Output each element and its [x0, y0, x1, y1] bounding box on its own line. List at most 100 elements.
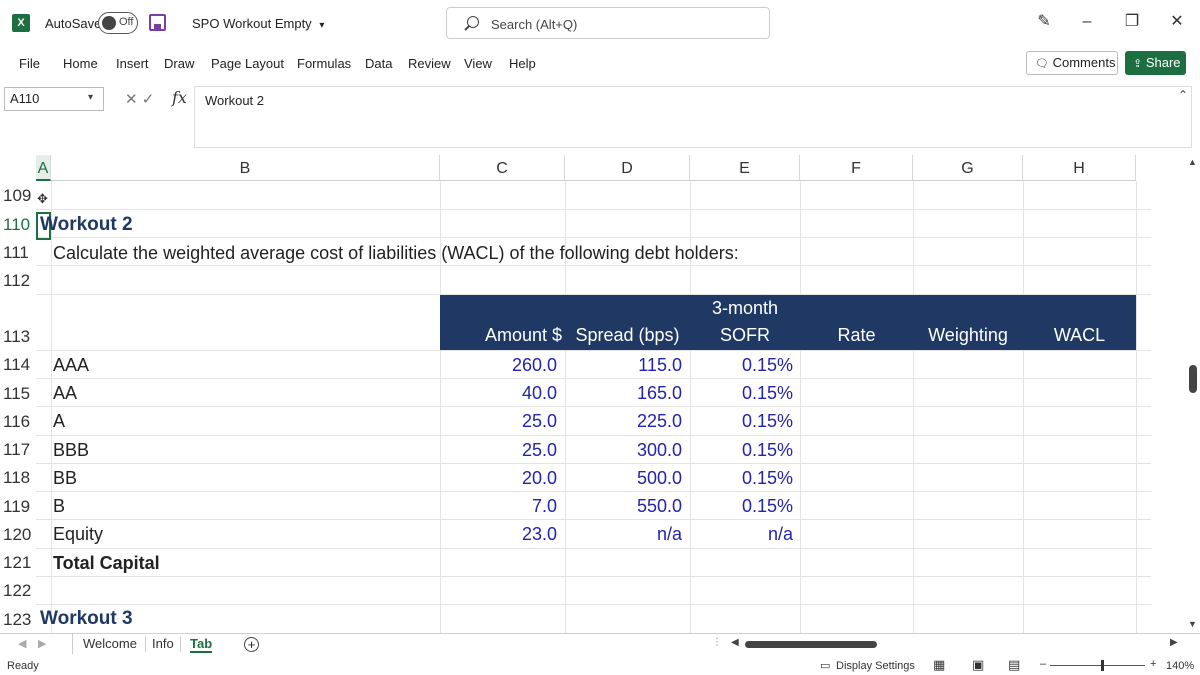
add-sheet-button[interactable]: + — [244, 637, 259, 652]
row-header-118[interactable]: 118 — [3, 468, 31, 487]
amount-cell[interactable]: 25.0 — [521, 440, 557, 460]
sheet-tab-info[interactable]: Info — [152, 636, 174, 651]
column-header-h[interactable]: H — [1023, 155, 1136, 181]
row-label-aaa[interactable]: AAA — [53, 355, 90, 375]
scroll-up-icon[interactable]: ▲ — [1188, 157, 1197, 167]
spread-cell[interactable]: 550.0 — [636, 496, 682, 516]
menu-data[interactable]: Data — [365, 56, 393, 71]
row-header-121[interactable]: 121 — [3, 553, 32, 572]
header-weighting[interactable]: Weighting — [928, 325, 1008, 345]
amount-cell[interactable]: 23.0 — [521, 524, 557, 544]
workout3-title[interactable]: Workout 3 — [40, 608, 133, 629]
amount-cell[interactable]: 260.0 — [511, 355, 557, 375]
workout2-title[interactable]: Workout 2 — [40, 214, 133, 235]
collapse-formula-bar-icon[interactable]: ⌃ — [1178, 88, 1189, 102]
row-header-119[interactable]: 119 — [3, 497, 31, 516]
hscroll-right-icon[interactable]: ▶ — [1170, 637, 1178, 648]
spread-cell[interactable]: 500.0 — [636, 468, 682, 488]
amount-cell[interactable]: 7.0 — [531, 496, 557, 516]
row-header-111[interactable]: 111 — [3, 243, 29, 262]
spread-cell[interactable]: 165.0 — [636, 383, 682, 403]
row-label-equity[interactable]: Equity — [53, 524, 104, 544]
spread-cell[interactable]: 300.0 — [636, 440, 682, 460]
column-header-b[interactable]: B — [51, 155, 440, 181]
share-button[interactable]: ⇪ Share — [1125, 51, 1186, 75]
restore-button[interactable]: ❐ — [1124, 13, 1140, 30]
column-header-d[interactable]: D — [565, 155, 690, 181]
horizontal-scroll-thumb[interactable] — [745, 641, 877, 648]
minimize-button[interactable]: – — [1082, 13, 1092, 30]
menu-home[interactable]: Home — [63, 56, 98, 71]
row-label-bb[interactable]: BB — [53, 468, 78, 488]
instruction-text[interactable]: Calculate the weighted average cost of l… — [53, 243, 739, 263]
normal-view-icon[interactable]: ▦ — [933, 657, 946, 672]
row-header-115[interactable]: 115 — [3, 384, 31, 403]
column-header-a[interactable]: A — [36, 155, 51, 181]
header-rate[interactable]: Rate — [837, 325, 876, 345]
menu-page-layout[interactable]: Page Layout — [211, 56, 285, 71]
sofr-cell[interactable]: n/a — [767, 524, 793, 544]
row-label-a[interactable]: A — [53, 411, 66, 431]
row-header-117[interactable]: 117 — [3, 440, 31, 459]
hscroll-left-icon[interactable]: ◀ — [731, 637, 739, 648]
spread-cell[interactable]: 225.0 — [636, 411, 682, 431]
sheet-tab-tab[interactable]: Tab — [190, 636, 213, 653]
vertical-scrollbar[interactable]: ▲ ▼ — [1185, 155, 1200, 633]
page-layout-view-icon[interactable]: ▣ — [972, 657, 985, 672]
name-box[interactable]: A110 — [4, 87, 104, 111]
sofr-cell[interactable]: 0.15% — [741, 468, 793, 488]
menu-insert[interactable]: Insert — [116, 56, 149, 71]
row-label-b[interactable]: B — [53, 496, 66, 516]
scroll-down-icon[interactable]: ▼ — [1188, 619, 1197, 629]
zoom-slider-knob[interactable] — [1101, 660, 1104, 671]
document-title[interactable]: SPO Workout Empty ▾ — [192, 16, 324, 31]
tab-scroll-right-icon[interactable]: ▶ — [38, 638, 47, 650]
display-settings-button[interactable]: Display Settings — [836, 660, 915, 672]
sofr-cell[interactable]: 0.15% — [741, 383, 793, 403]
zoom-in-button[interactable]: + — [1150, 658, 1157, 670]
column-header-f[interactable]: F — [800, 155, 913, 181]
zoom-level[interactable]: 140% — [1166, 660, 1195, 672]
row-header-113[interactable]: 113 — [3, 327, 31, 346]
row-label-aa[interactable]: AA — [53, 383, 78, 403]
active-cell-selection[interactable] — [36, 212, 51, 240]
sofr-cell[interactable]: 0.15% — [741, 440, 793, 460]
search-input[interactable]: Search (Alt+Q) — [446, 7, 770, 39]
sofr-cell[interactable]: 0.15% — [741, 411, 793, 431]
autosave-toggle[interactable]: Off — [98, 12, 138, 34]
column-header-g[interactable]: G — [913, 155, 1023, 181]
row-header-122[interactable]: 122 — [3, 581, 32, 600]
total-capital-label[interactable]: Total Capital — [53, 553, 160, 573]
row-header-123[interactable]: 123 — [3, 610, 32, 629]
row-header-110[interactable]: 110 — [3, 215, 31, 234]
amount-cell[interactable]: 25.0 — [521, 411, 557, 431]
comments-button[interactable]: 🗨 Comments — [1026, 51, 1118, 75]
zoom-out-button[interactable]: – — [1040, 658, 1047, 670]
sofr-cell[interactable]: 0.15% — [741, 496, 793, 516]
menu-help[interactable]: Help — [509, 56, 536, 71]
header-amount[interactable]: Amount $ — [484, 325, 562, 345]
zoom-slider[interactable] — [1050, 665, 1145, 666]
sheet-tab-welcome[interactable]: Welcome — [83, 636, 137, 651]
spreadsheet-grid[interactable]: A B C D E F G H 109 110 111 — [0, 155, 1185, 633]
spread-cell[interactable]: 115.0 — [638, 355, 682, 375]
pen-icon[interactable]: ✎ — [1037, 13, 1051, 30]
header-sofr-line1[interactable]: 3-month — [711, 298, 779, 318]
header-sofr-line2[interactable]: SOFR — [719, 325, 770, 345]
amount-cell[interactable]: 40.0 — [521, 383, 557, 403]
column-header-e[interactable]: E — [690, 155, 800, 181]
spread-cell[interactable]: n/a — [656, 524, 682, 544]
display-settings-icon[interactable]: ▭ — [820, 660, 831, 672]
chevron-down-icon[interactable]: ▾ — [88, 92, 94, 103]
row-header-114[interactable]: 114 — [3, 355, 31, 374]
vertical-scroll-thumb[interactable] — [1189, 365, 1197, 393]
insert-function-button[interactable]: fx — [172, 88, 187, 107]
row-header-116[interactable]: 116 — [3, 412, 31, 431]
menu-formulas[interactable]: Formulas — [297, 56, 352, 71]
tab-split-handle-icon[interactable]: ⋮ — [712, 637, 722, 648]
page-break-view-icon[interactable]: ▤ — [1008, 657, 1021, 672]
close-button[interactable]: ✕ — [1170, 13, 1184, 30]
header-spread[interactable]: Spread (bps) — [575, 325, 680, 345]
menu-review[interactable]: Review — [408, 56, 451, 71]
row-header-120[interactable]: 120 — [3, 525, 32, 544]
